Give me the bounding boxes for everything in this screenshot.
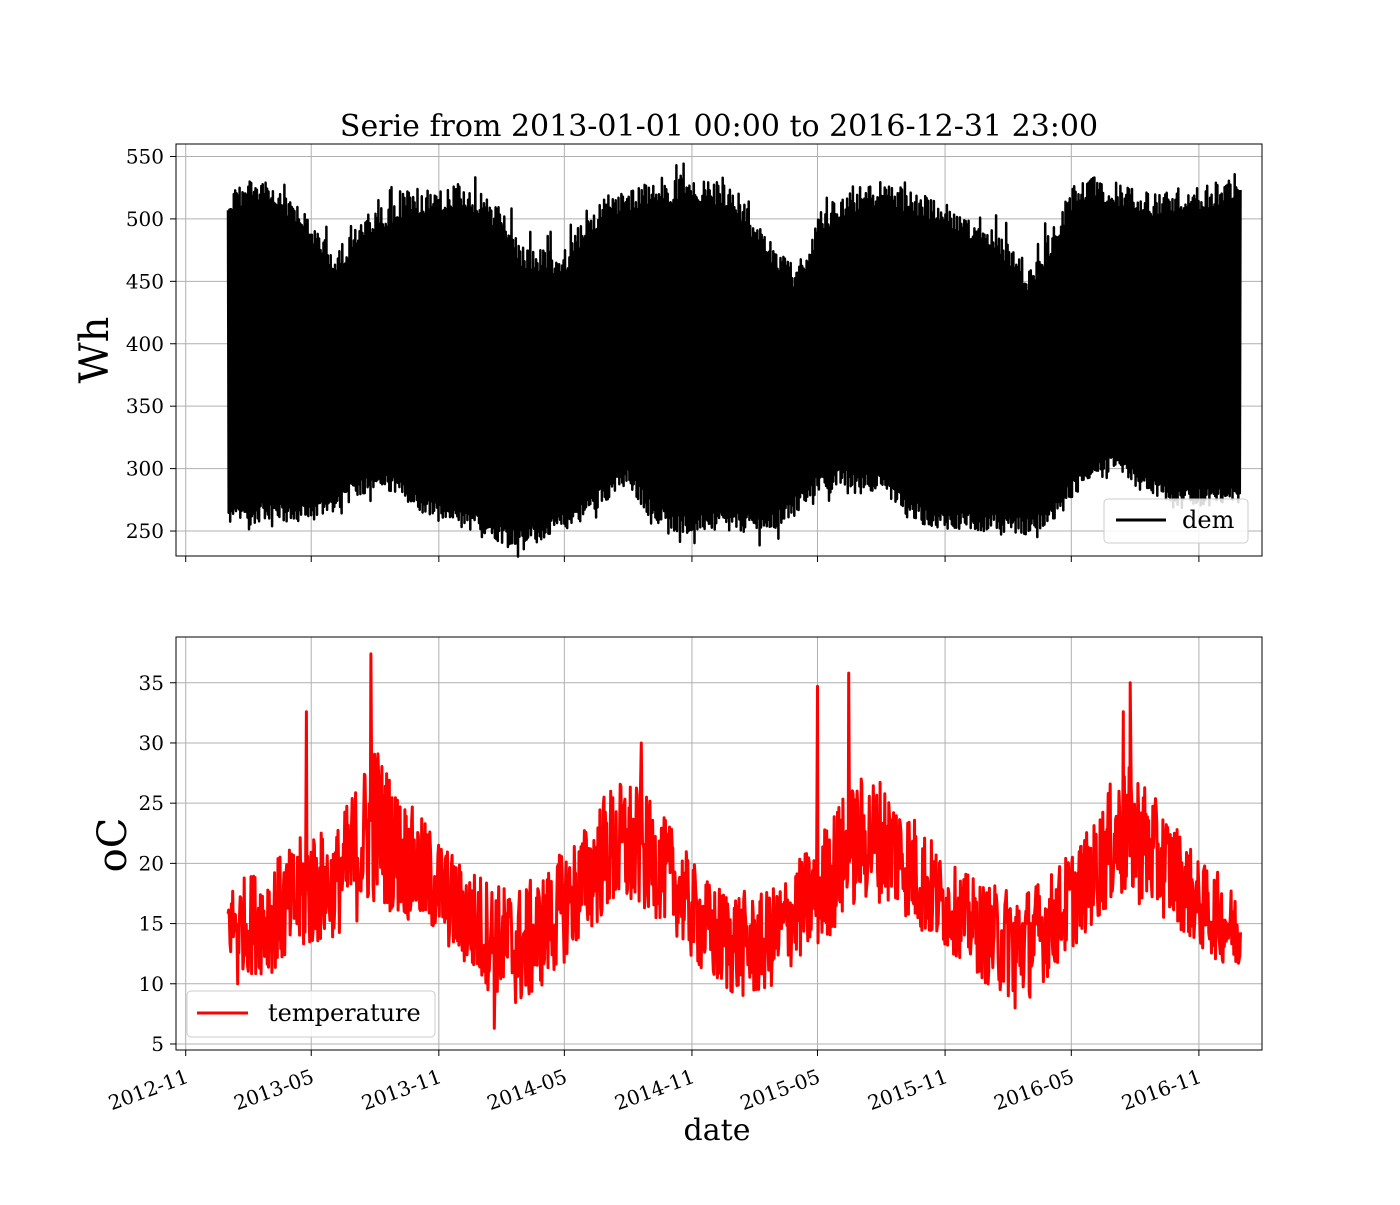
dem-y-tick-label: 550 xyxy=(126,144,164,168)
temperature-axes-frame xyxy=(175,636,1263,1051)
dem-y-ticks: 250 300 350 400 450 500 550 xyxy=(126,144,176,543)
x-tick-label: 2013-05 xyxy=(231,1064,317,1115)
chart-title: Serie from 2013-01-01 00:00 to 2016-12-3… xyxy=(340,109,1098,144)
x-tick-label: 2014-11 xyxy=(611,1064,697,1115)
temperature-y-tick-label: 15 xyxy=(139,912,164,936)
dem-series xyxy=(226,162,1242,558)
dem-legend-box xyxy=(1103,498,1249,544)
temperature-panel: 5 10 15 20 25 30 35 2012-11 2013-05 2013-11 2014-… xyxy=(90,636,1263,1148)
dem-y-tick-label: 250 xyxy=(126,519,164,543)
x-tick-label: 2013-11 xyxy=(358,1064,444,1115)
temperature-y-tick-label: 25 xyxy=(139,791,164,815)
dem-panel: 250 300 350 400 450 500 550 Serie from 2013-01… xyxy=(72,109,1263,562)
dem-x-ticks xyxy=(185,556,1200,562)
x-axis-label: date xyxy=(684,1113,751,1148)
temperature-x-ticks: 2012-11 2013-05 2013-11 2014-05 2014-11 2015-… xyxy=(105,1050,1205,1115)
temperature-y-ticks: 5 10 15 20 25 30 35 xyxy=(139,671,176,1056)
x-tick-label: 2015-05 xyxy=(737,1064,823,1115)
temperature-y-axis-label: oC xyxy=(90,818,136,873)
dem-legend: dem xyxy=(1103,498,1249,544)
temperature-line xyxy=(226,652,1242,1030)
x-tick-label: 2016-05 xyxy=(991,1064,1077,1115)
x-tick-label: 2014-05 xyxy=(484,1064,570,1115)
temperature-legend-label: temperature xyxy=(268,999,421,1027)
dem-legend-label: dem xyxy=(1182,506,1235,534)
dem-y-tick-label: 450 xyxy=(126,269,164,293)
dem-y-tick-label: 350 xyxy=(126,394,164,418)
dem-y-tick-label: 500 xyxy=(126,207,164,231)
dem-line xyxy=(226,162,1242,558)
temperature-y-tick-label: 10 xyxy=(139,972,164,996)
temperature-legend-box xyxy=(186,990,436,1038)
x-tick-label: 2015-11 xyxy=(864,1064,950,1115)
temperature-y-tick-label: 35 xyxy=(139,671,164,695)
x-tick-label: 2016-11 xyxy=(1118,1064,1204,1115)
temperature-y-tick-label: 5 xyxy=(151,1032,164,1056)
temperature-series xyxy=(226,652,1242,1030)
dem-y-axis-label: Wh xyxy=(72,317,118,384)
dem-y-tick-label: 400 xyxy=(126,332,164,356)
x-tick-label: 2012-11 xyxy=(105,1064,191,1115)
temperature-y-tick-label: 30 xyxy=(139,731,164,755)
temperature-y-tick-label: 20 xyxy=(139,851,164,875)
dem-y-tick-label: 300 xyxy=(126,457,164,481)
dem-axes-frame xyxy=(175,143,1263,557)
temperature-legend: temperature xyxy=(186,990,436,1038)
